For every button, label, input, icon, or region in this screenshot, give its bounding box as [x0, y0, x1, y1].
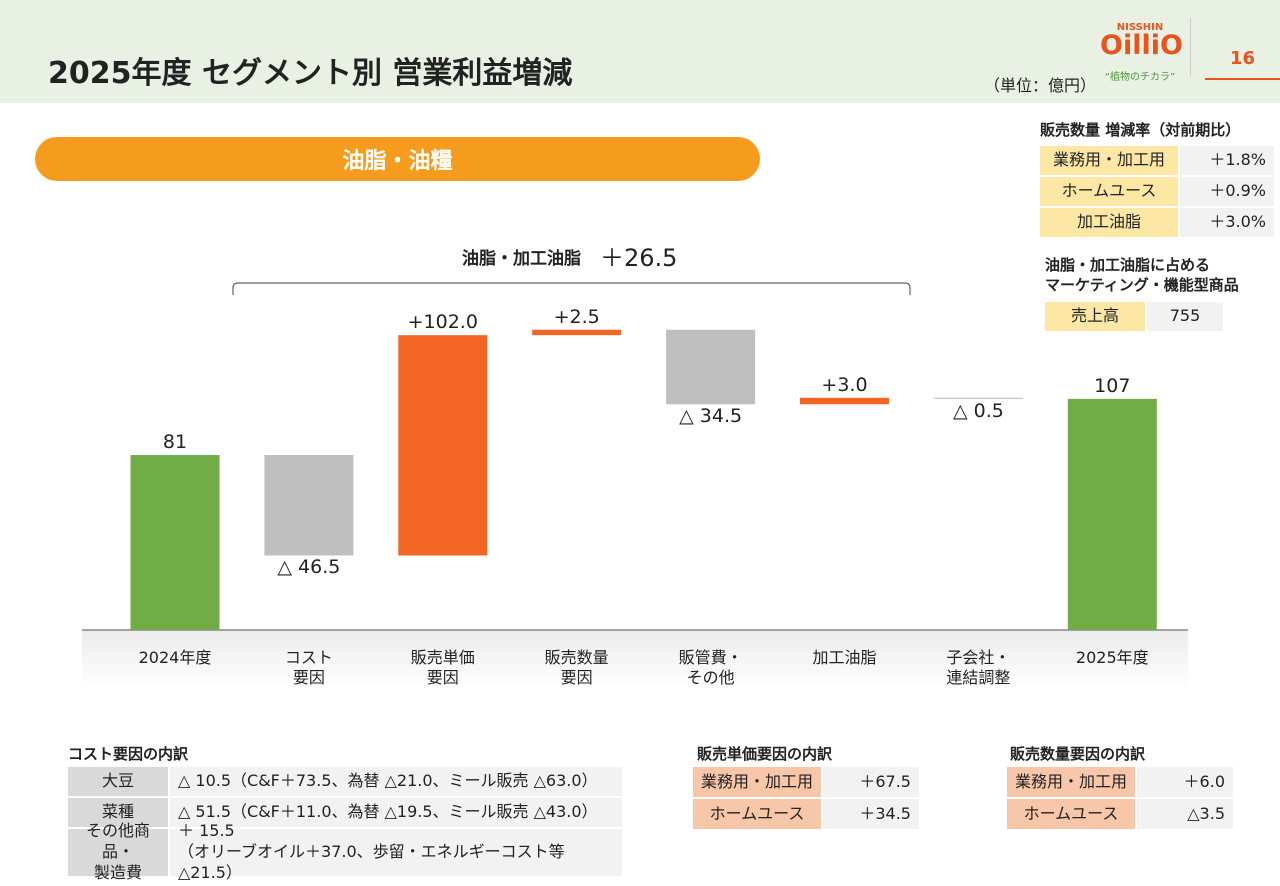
title: 2025年度 セグメント別 営業利益増減: [48, 56, 573, 91]
category-label: 加工油脂: [812, 648, 877, 667]
table-label: 売上高: [1045, 302, 1145, 331]
table-value: ＋34.5: [823, 799, 919, 829]
page-number: 16: [1229, 48, 1256, 69]
value-label: △ 34.5: [679, 405, 743, 428]
bar: [1067, 398, 1157, 630]
section-banner: 油脂・油糧: [35, 137, 760, 181]
table-title: 油脂・加工油脂に占める マーケティング・機能型商品: [1045, 256, 1239, 294]
table-label: 業務用・加工用: [1040, 146, 1178, 175]
table-label: 大豆: [68, 767, 168, 796]
table-label: ホームユース: [1040, 177, 1178, 206]
table-title: 販売単価要因の内訳: [697, 745, 833, 763]
bar: [532, 329, 622, 336]
table-label: 業務用・加工用: [693, 767, 821, 797]
value-label: 107: [1094, 374, 1131, 397]
table-value: ＋ 15.5 （オリーブオイル＋37.0、歩留・エネルギーコスト等△21.5）: [170, 821, 622, 882]
table-value: ＋6.0: [1137, 767, 1233, 797]
category-band: [82, 630, 1188, 690]
annotation-value: ＋26.5: [600, 244, 678, 272]
bracket: [232, 282, 911, 295]
category-label: 子会社・ 連結調整: [946, 648, 1011, 687]
divider: [1190, 18, 1191, 76]
category-label: 販売単価 要因: [410, 648, 475, 687]
table-label: 加工油脂: [1040, 208, 1178, 237]
table-value: ＋0.9%: [1180, 177, 1274, 206]
table-value: ＋67.5: [823, 767, 919, 797]
bar: [933, 397, 1023, 399]
table-label: 業務用・加工用: [1007, 767, 1135, 797]
category-label: コスト 要因: [284, 648, 333, 687]
value-label: +3.0: [821, 373, 868, 396]
logo-brand: NISSHIN: [1116, 22, 1164, 33]
value-label: +102.0: [407, 311, 478, 334]
value-label: △ 0.5: [952, 399, 1004, 422]
bar: [264, 455, 354, 556]
logo-name: OilliO: [1100, 30, 1183, 61]
table-value: 755: [1147, 302, 1223, 331]
bar: [666, 329, 756, 405]
header-band: [0, 0, 1280, 103]
table-label: ホームユース: [693, 799, 821, 829]
category-label: 2024年度: [138, 648, 212, 667]
bar: [398, 335, 488, 556]
bar: [130, 455, 220, 630]
table-value: △3.5: [1137, 799, 1233, 829]
bar: [800, 397, 889, 405]
annotation-label: 油脂・加工油脂: [462, 249, 581, 269]
value-label: +2.5: [553, 305, 600, 328]
table-value: ＋1.8%: [1180, 146, 1274, 175]
category-label: 販管費・ その他: [678, 648, 743, 687]
unit: （単位：億円）: [984, 76, 1097, 95]
table-value: ＋3.0%: [1180, 208, 1274, 237]
value-label: 81: [162, 431, 188, 454]
table-title: 販売数量 増減率（対前期比）: [1040, 121, 1241, 139]
category-label: 2025年度: [1075, 648, 1149, 667]
table-title: コスト要因の内訳: [68, 745, 189, 763]
table-label: ホームユース: [1007, 799, 1135, 829]
table-value: △ 10.5（C&F＋73.5、為替 △21.0、ミール販売 △63.0）: [170, 767, 622, 796]
table-value: △ 51.5（C&F＋11.0、為替 △19.5、ミール販売 △43.0）: [170, 798, 622, 827]
category-label: 販売数量 要因: [544, 648, 609, 687]
page-underline: [1205, 78, 1280, 80]
value-label: △ 46.5: [277, 556, 341, 579]
table-title: 販売数量要因の内訳: [1010, 745, 1146, 763]
logo-tagline: “植物のチカラ”: [1104, 72, 1176, 83]
table-label: 菜種: [68, 798, 168, 827]
table-label: その他商品・ 製造費: [68, 821, 168, 882]
